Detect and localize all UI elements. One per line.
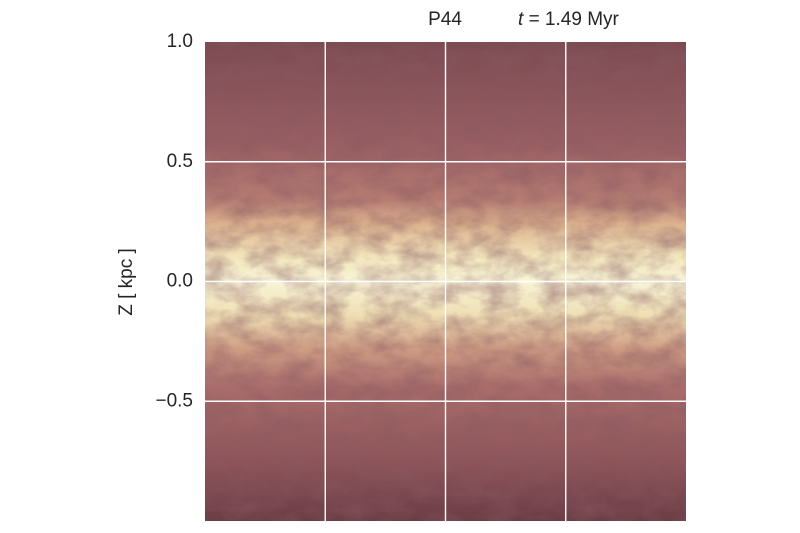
chart-title: P44: [428, 9, 462, 30]
y-tick-label: 1.0: [167, 31, 193, 52]
time-value: = 1.49 Myr: [529, 9, 620, 30]
time-label: t = 1.49 Myr: [518, 9, 620, 30]
y-axis-label: Z [ kpc ]: [116, 248, 137, 316]
time-symbol: t: [518, 9, 524, 30]
y-tick-label: −0.5: [155, 390, 193, 411]
y-tick-label: 0.5: [167, 151, 193, 172]
y-tick-label: 0.0: [167, 271, 193, 292]
